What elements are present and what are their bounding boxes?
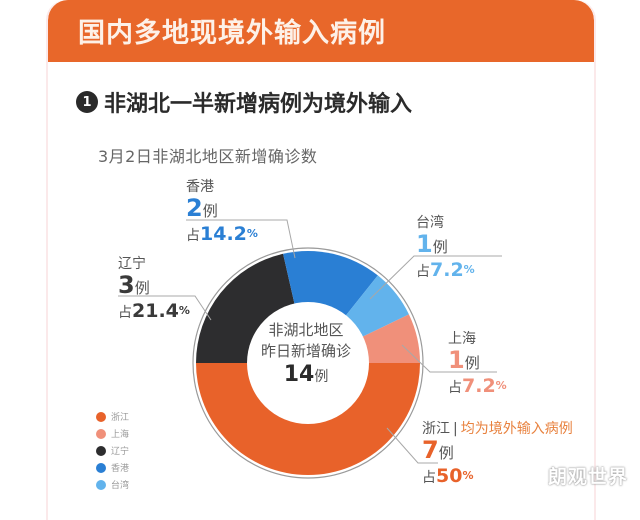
zhejiang-note: 均为境外输入病例 [460,421,573,437]
legend-item: 香港 [96,459,129,476]
header-title: 国内多地现境外输入病例 [78,18,386,49]
legend-item: 上海 [96,425,129,442]
number-badge-icon: 1 [76,91,98,113]
legend-dot-icon [96,445,106,456]
donut-center-text: 非湖北地区 昨日新增确诊 14例 [260,321,351,387]
legend-dot-icon [96,428,106,439]
infographic-card: 国内多地现境外输入病例 1 非湖北一半新增病例为境外输入 3月2日非湖北地区新增… [46,0,596,520]
legend-item: 辽宁 [96,442,129,459]
watermark: 朗观世界 [548,466,629,488]
label-zhejiang: 浙江 | 均为境外输入病例 7例 占50% [422,421,573,487]
legend-dot-icon [96,479,106,490]
header-bar: 国内多地现境外输入病例 [48,0,594,62]
leader-line-shanghai [401,344,497,373]
leader-line-liaoning [118,295,212,321]
legend-item: 浙江 [96,408,129,425]
legend-dot-icon [96,411,106,422]
center-total: 14 [283,362,315,387]
outer-ring [192,247,424,479]
leader-line-taiwan [369,255,502,300]
chart-subtitle: 3月2日非湖北地区新增确诊数 [98,147,318,166]
donut-chart [118,219,502,479]
donut-hole [247,302,369,424]
legend-dot-icon [96,462,106,473]
leader-line-hongkong [186,219,296,259]
label-shanghai: 上海 1例 占7.2% [448,331,507,397]
label-taiwan: 台湾 1例 占7.2% [416,215,475,281]
legend-item: 台湾 [96,476,129,493]
leader-lines [118,219,502,464]
chart-legend: 浙江 上海 辽宁 香港 台湾 [96,408,129,493]
section-title: 非湖北一半新增病例为境外输入 [104,92,413,117]
section-heading: 1 非湖北一半新增病例为境外输入 [76,86,412,118]
label-liaoning: 辽宁 3例 占21.4% [118,256,190,322]
label-hongkong: 香港 2例 占14.2% [186,179,258,245]
leader-line-zhejiang [386,427,438,464]
